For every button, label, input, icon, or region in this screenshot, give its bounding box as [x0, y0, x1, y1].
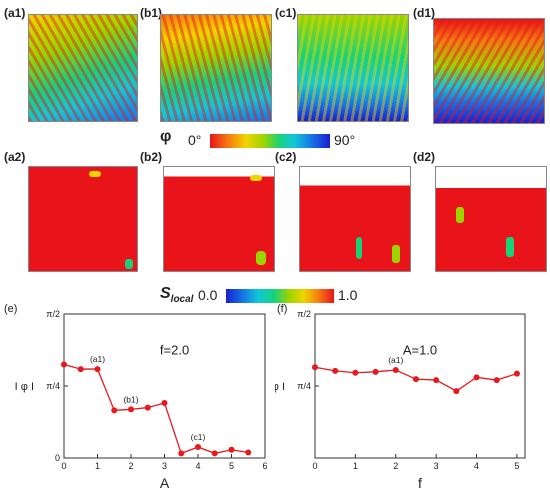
x-axis-label: A	[160, 475, 170, 491]
y-axis-label: I φ I	[275, 381, 285, 393]
panel-label-b2: (b2)	[140, 150, 162, 164]
point-label: (b1)	[123, 394, 138, 404]
order-colorbar-gradient	[226, 289, 334, 303]
data-point	[245, 449, 252, 456]
orientation-colorbar-symbol: φ	[160, 128, 172, 145]
x-tick-label: 4	[474, 461, 479, 471]
orientation-snapshot-c1	[297, 14, 409, 122]
data-point	[392, 366, 399, 373]
order-snapshot-c2	[299, 166, 411, 272]
chart-annotation: A=1.0	[403, 342, 437, 357]
data-point	[94, 366, 101, 373]
data-point	[178, 450, 185, 457]
panel-label-b1: (b1)	[140, 6, 162, 20]
order-colorbar-max: 1.0	[338, 287, 358, 303]
order-colorbar-subscript: local	[170, 294, 194, 306]
y-tick-label: 0	[55, 453, 60, 463]
x-axis-label: f	[418, 475, 422, 491]
plot-frame	[314, 313, 526, 459]
data-point	[513, 370, 520, 377]
panel-label-a1: (a1)	[4, 6, 26, 20]
y-tick-label: π/2	[297, 309, 311, 319]
data-point	[372, 368, 379, 375]
data-point	[352, 369, 359, 376]
y-tick-label: π/4	[297, 381, 311, 391]
data-point	[61, 361, 67, 368]
point-label: (c1)	[191, 432, 206, 442]
order-snapshot-b2	[163, 166, 275, 272]
data-point	[228, 446, 235, 453]
panel-label-a2: (a2)	[4, 150, 26, 164]
plot-frame	[63, 313, 266, 459]
x-tick-label: 1	[95, 461, 100, 471]
data-point	[161, 399, 168, 406]
x-tick-label: 0	[312, 461, 317, 471]
chart-e: (e) 0 1 2 3 4 5 6 0 π/4 π/2 A I φ I f=2.0 (a1) (b1) (c1)	[4, 303, 268, 491]
series-line	[63, 363, 249, 455]
data-point	[195, 443, 201, 450]
data-point	[144, 404, 151, 411]
data-point	[128, 406, 134, 413]
data-point	[312, 364, 318, 371]
order-snapshot-a2	[28, 166, 138, 272]
chart-f: (f) 0 1 2 3 4 5 π/4 π/2 f I φ I A=1.0(a1)	[275, 303, 526, 491]
data-point	[493, 377, 500, 384]
orientation-snapshot-a1	[28, 14, 138, 122]
orientation-snapshot-d1	[433, 18, 545, 124]
x-tick-label: 5	[514, 461, 519, 471]
chart-annotation: f=2.0	[160, 342, 189, 357]
x-tick-label: 0	[61, 461, 66, 471]
x-tick-label: 6	[262, 461, 267, 471]
y-tick-label: π/2	[46, 309, 60, 319]
data-point	[332, 367, 339, 374]
data-point	[453, 388, 460, 395]
orientation-colorbar-gradient	[210, 134, 330, 148]
panel-label-c1: (c1)	[275, 6, 297, 20]
data-point	[77, 366, 84, 373]
data-point	[111, 407, 118, 414]
panel-label-d1: (d1)	[413, 6, 435, 20]
order-colorbar-min: 0.0	[198, 287, 218, 303]
x-tick-label: 5	[229, 461, 234, 471]
orientation-colorbar-min: 0°	[188, 132, 202, 148]
orientation-snapshot-b1	[160, 14, 272, 122]
x-tick-label: 1	[353, 461, 358, 471]
panel-label-d2: (d2)	[413, 150, 435, 164]
x-tick-label: 2	[393, 461, 398, 471]
x-tick-label: 3	[434, 461, 439, 471]
panel-label: (f)	[277, 303, 287, 315]
order-colorbar-symbol: Slocal	[160, 285, 194, 306]
x-tick-label: 3	[162, 461, 167, 471]
panel-label: (e)	[4, 303, 17, 315]
data-point	[412, 376, 419, 383]
y-tick-label: π/4	[46, 381, 60, 391]
data-point	[473, 374, 480, 381]
panel-label-c2: (c2)	[275, 150, 297, 164]
data-point	[211, 450, 218, 457]
order-snapshot-d2	[435, 166, 547, 272]
point-label: (a1)	[388, 355, 403, 365]
x-tick-label: 2	[128, 461, 133, 471]
orientation-colorbar-max: 90°	[334, 132, 356, 148]
point-label: (a1)	[90, 354, 105, 364]
x-tick-label: 4	[195, 461, 200, 471]
data-point	[433, 377, 440, 384]
y-axis-label: I φ I	[15, 381, 34, 393]
